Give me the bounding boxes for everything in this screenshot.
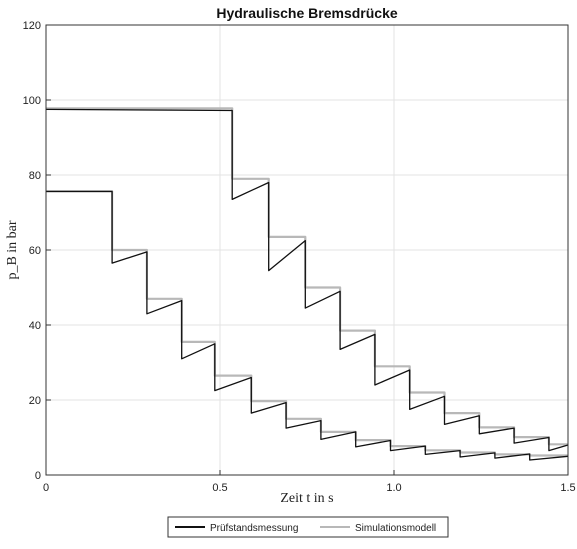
y-tick-label: 80 bbox=[29, 170, 41, 182]
y-axis-label: p_B in bar bbox=[5, 220, 20, 279]
y-tick-label: 60 bbox=[29, 245, 41, 257]
y-tick-label: 40 bbox=[29, 320, 41, 332]
legend-box bbox=[167, 516, 449, 538]
x-axis-label: Zeit t in s bbox=[280, 491, 333, 506]
x-tick-label: 1.5 bbox=[560, 482, 575, 494]
series-layer bbox=[45, 107, 569, 461]
series-line-pruefstandsmessung bbox=[45, 108, 569, 452]
x-tick-label: 1.0 bbox=[386, 482, 401, 494]
legend-label-pruefstandsmessung: Prüfstandsmessung bbox=[210, 523, 298, 534]
x-tick-label: 0 bbox=[43, 482, 49, 494]
legend: Prüfstandsmessung Simulationsmodell bbox=[167, 516, 449, 538]
y-tick-label: 100 bbox=[23, 95, 41, 107]
series-line-pruefstandsmessung bbox=[46, 190, 569, 461]
y-tick-label: 20 bbox=[29, 395, 41, 407]
y-tick-label: 120 bbox=[23, 20, 41, 32]
axis-ticks: 0 0.5 1.0 1.5 0 20 40 60 80 100 120 bbox=[23, 20, 576, 494]
legend-label-simulationsmodell: Simulationsmodell bbox=[355, 523, 436, 534]
chart-title: Hydraulische Bremsdrücke bbox=[216, 5, 398, 21]
x-tick-label: 0.5 bbox=[212, 482, 227, 494]
y-tick-label: 0 bbox=[35, 470, 41, 482]
